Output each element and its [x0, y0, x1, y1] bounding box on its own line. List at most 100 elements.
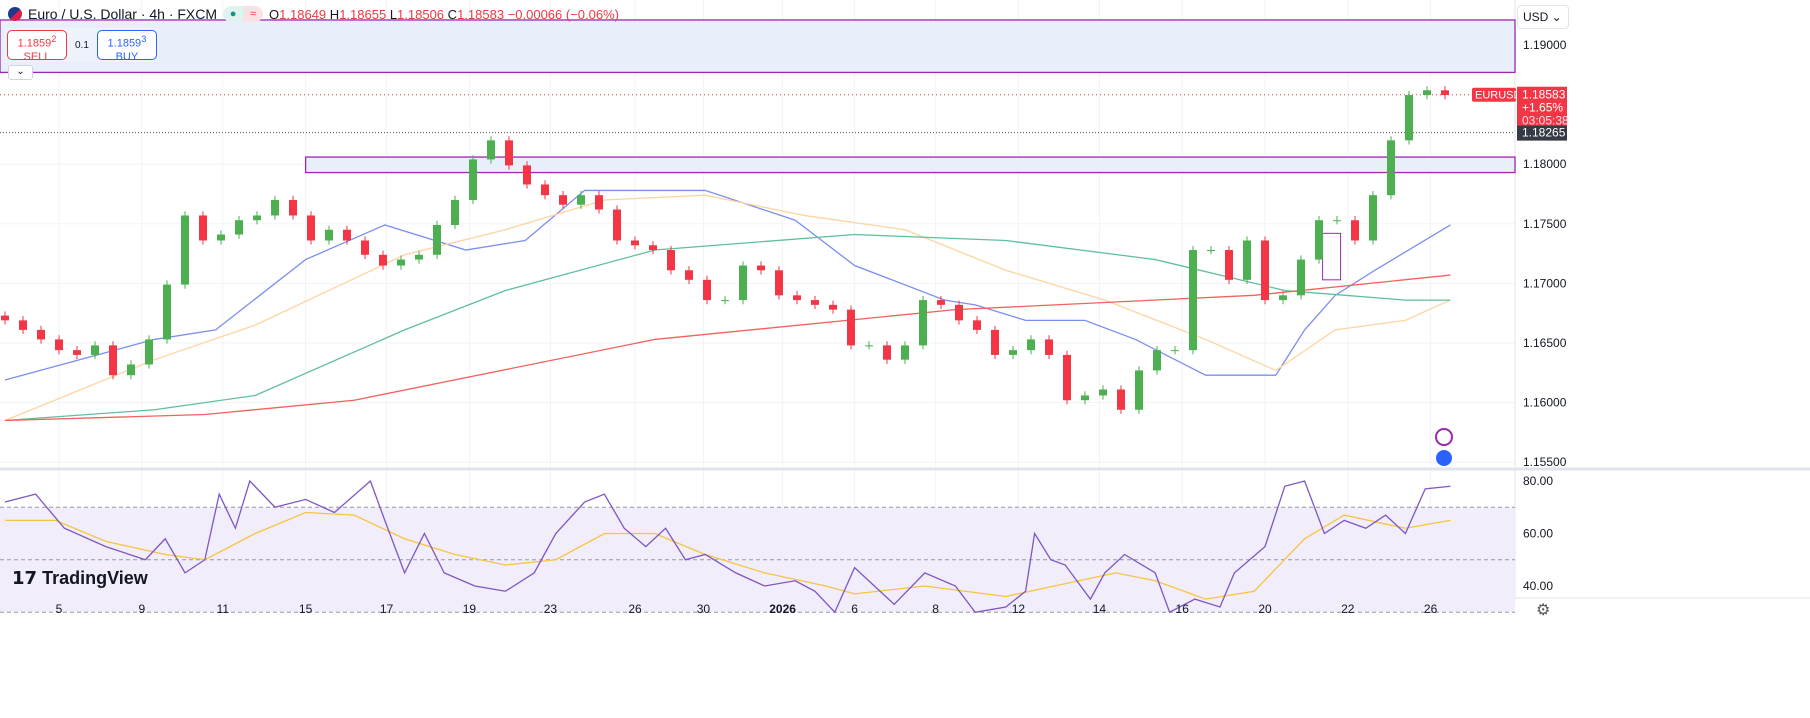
time-tick-label: 2026	[769, 602, 796, 616]
market-open-icon: ●	[223, 6, 244, 22]
candle-body	[1189, 250, 1197, 351]
candle-body	[1081, 395, 1089, 401]
sell-button[interactable]: 1.18592 SELL	[7, 30, 67, 63]
moving-average-ma_slow	[4, 233, 1451, 422]
candle-body	[1387, 140, 1395, 196]
rsi-tick-label: 60.00	[1523, 527, 1553, 541]
candle-body	[1405, 95, 1413, 141]
candle-body	[433, 224, 441, 255]
candle-body	[1423, 90, 1431, 96]
tradingview-logo[interactable]: 𝟭𝟳 TradingView	[12, 568, 148, 588]
price-tick-label: 1.16500	[1523, 336, 1567, 350]
candle-body	[379, 254, 387, 266]
candle-body	[649, 245, 657, 251]
ohlc-values: O1.18649 H1.18655 L1.18506 C1.18583 −0.0…	[269, 6, 619, 22]
candle-body	[325, 229, 333, 241]
price-tick-label: 1.19000	[1523, 38, 1567, 52]
candle-body	[1243, 240, 1251, 280]
candle-body	[487, 140, 495, 160]
candle-body	[523, 165, 531, 185]
candle-body	[775, 270, 783, 296]
candle-body	[1261, 240, 1269, 301]
change-label: +1.65%	[1522, 101, 1563, 115]
candle-body	[1333, 220, 1341, 222]
candle-body	[37, 329, 45, 340]
candle-body	[289, 199, 297, 216]
time-tick-label: 14	[1093, 602, 1107, 616]
candle-body	[361, 240, 369, 255]
time-tick-label: 26	[628, 602, 642, 616]
candle-body	[1153, 350, 1161, 371]
resistance-zone	[0, 19, 1516, 74]
candle-body	[1, 315, 9, 321]
candle-body	[865, 345, 873, 347]
collapse-chevron-icon[interactable]: ⌄	[8, 65, 33, 80]
candle-body	[991, 329, 999, 355]
symbol-tag	[1472, 87, 1516, 102]
candle-body	[19, 320, 27, 330]
range-box	[1322, 232, 1342, 281]
time-tick-label: 17	[380, 602, 394, 616]
time-tick-label: 22	[1341, 602, 1355, 616]
candle-body	[901, 345, 909, 360]
candle-body	[109, 345, 117, 376]
candle-body	[397, 259, 405, 266]
quantity[interactable]: 0.1	[75, 39, 89, 51]
candle-body	[307, 215, 315, 241]
time-tick-label: 26	[1424, 602, 1438, 616]
buy-button[interactable]: 1.18593 BUY	[96, 30, 157, 63]
status-pill[interactable]: ● ≈	[223, 6, 264, 22]
candle-body	[253, 215, 261, 221]
candle-body	[1045, 339, 1053, 355]
candle-body	[1225, 250, 1233, 280]
candle-body	[181, 215, 189, 285]
price-tick-label: 1.17500	[1523, 217, 1567, 231]
last-price-tag	[1517, 86, 1567, 131]
candle-body	[73, 350, 81, 355]
time-tick-label: 15	[299, 602, 313, 616]
candle-body	[469, 159, 477, 200]
candle-body	[55, 339, 63, 351]
settings-gear-icon[interactable]: ⚙	[1536, 602, 1551, 619]
eur-usd-flag-icon	[8, 7, 22, 21]
price-tick-label: 1.17000	[1523, 276, 1567, 290]
time-tick-label: 19	[463, 602, 477, 616]
delay-icon: ≈	[243, 6, 264, 22]
candle-body	[1351, 220, 1359, 241]
time-tick-label: 8	[932, 602, 939, 616]
lightning-event-icon	[1435, 428, 1453, 446]
candle-body	[217, 234, 225, 241]
candle-body	[937, 300, 945, 305]
candle-body	[685, 270, 693, 280]
time-tick-label: 11	[217, 602, 230, 616]
trade-panel: 1.18592 SELL 0.1 1.18593 BUY	[5, 28, 159, 63]
resistance-zone	[304, 156, 1516, 174]
candle-body	[541, 184, 549, 196]
countdown-label: 03:05:38	[1522, 114, 1569, 128]
candle-body	[1027, 339, 1035, 351]
level-tag-label: 1.18265	[1522, 126, 1566, 140]
candle-body	[415, 254, 423, 260]
moving-average-ma_fast	[4, 189, 1451, 381]
candle-body	[145, 339, 153, 365]
candle-body	[451, 199, 459, 225]
candle-body	[883, 345, 891, 360]
candle-body	[793, 295, 801, 301]
price-tick-label: 1.15500	[1523, 455, 1567, 469]
candle-body	[667, 250, 675, 271]
candle-body	[595, 195, 603, 210]
candle-body	[1099, 389, 1107, 396]
rsi-line	[4, 479, 1451, 614]
candle-body	[199, 215, 207, 241]
candle-body	[127, 364, 135, 376]
candle-body	[1117, 389, 1125, 410]
symbol-title[interactable]: Euro / U.S. Dollar · 4h · FXCM	[28, 6, 218, 22]
level-tag	[1517, 125, 1567, 141]
last-price-label: 1.18583	[1522, 88, 1566, 102]
price-tick-label: 1.18000	[1523, 157, 1567, 171]
rsi-tick-label: 40.00	[1523, 579, 1553, 593]
candle-body	[1279, 295, 1287, 301]
candle-body	[757, 265, 765, 271]
currency-select[interactable]: USD ⌄	[1517, 5, 1569, 29]
